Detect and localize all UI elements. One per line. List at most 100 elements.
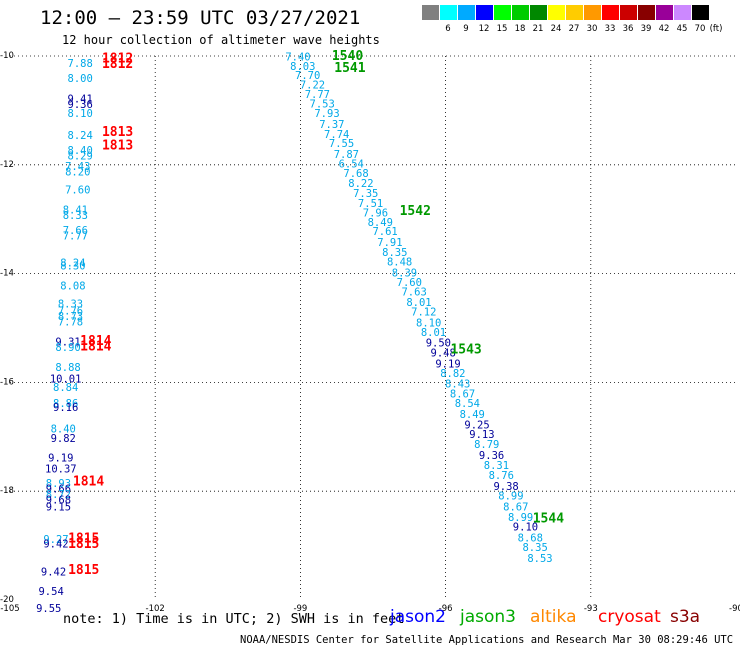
legend-label: 21 <box>532 24 544 34</box>
pass-time-label: 1815 <box>68 537 99 552</box>
chart-subtitle: 12 hour collection of altimeter wave hei… <box>62 33 380 47</box>
wave-height-value: 8.24 <box>60 258 85 270</box>
wave-height-value: 9.15 <box>46 501 71 513</box>
wave-height-value: 8.48 <box>387 257 412 269</box>
pass-time-label: 1812 <box>102 57 133 72</box>
legend-swatch <box>440 5 457 20</box>
wave-height-value: 8.67 <box>450 388 475 400</box>
wave-height-value: 8.49 <box>368 217 393 229</box>
wave-height-value: 8.99 <box>498 491 523 503</box>
wave-height-value: 7.68 <box>343 168 368 180</box>
wave-height-value: 9.19 <box>48 452 73 464</box>
wave-height-value: 8.53 <box>527 553 552 565</box>
wave-height-value: 9.38 <box>493 481 518 493</box>
wave-height-value: 8.10 <box>416 318 441 330</box>
wave-height-value: 8.33 <box>58 299 83 311</box>
wave-height-value: 7.76 <box>58 306 83 318</box>
wave-height-value: 7.43 <box>65 161 90 173</box>
wave-height-value: 8.20 <box>65 166 90 178</box>
y-tick-label: -18 <box>0 486 14 496</box>
pass-time-label: 1814 <box>80 334 111 349</box>
wave-height-value: 7.37 <box>319 119 344 131</box>
pass-time-label: 1542 <box>400 204 431 219</box>
y-tick-label: -20 <box>0 595 14 605</box>
x-tick-label: -93 <box>584 604 598 614</box>
wave-height-value: 8.88 <box>55 362 80 374</box>
wave-height-value: 9.19 <box>435 358 460 370</box>
wave-height-value: 7.60 <box>65 184 90 196</box>
wave-height-value: 9.66 <box>46 483 71 495</box>
wave-height-value: 7.40 <box>285 52 310 64</box>
y-tick-label: -10 <box>0 51 14 61</box>
wave-height-value: 8.29 <box>68 151 93 163</box>
wave-height-value: 8.40 <box>51 424 76 436</box>
wave-height-value: 8.39 <box>392 268 417 280</box>
x-tick-label: -105 <box>0 604 19 614</box>
legend-swatch <box>638 5 655 20</box>
wave-height-value: 8.73 <box>58 311 83 323</box>
wave-height-value: 8.00 <box>68 73 93 85</box>
legend-swatch <box>476 5 493 20</box>
wave-height-value: 8.72 <box>46 489 71 501</box>
wave-height-value: 9.48 <box>431 347 456 359</box>
wave-height-value: 9.42 <box>43 538 68 550</box>
legend-swatch <box>602 5 619 20</box>
wave-height-value: 8.35 <box>522 542 547 554</box>
legend-label: 24 <box>550 24 562 34</box>
wave-height-value: 7.12 <box>411 307 436 319</box>
legend-swatch <box>566 5 583 20</box>
legend-label: 9 <box>463 24 469 34</box>
wave-height-value: 9.13 <box>469 429 494 441</box>
wave-height-value: 7.51 <box>358 198 383 210</box>
legend-swatch <box>530 5 547 20</box>
wave-height-value: 8.43 <box>445 378 470 390</box>
wave-height-value: 8.08 <box>60 281 85 293</box>
wave-height-value: 9.16 <box>53 402 78 414</box>
wave-height-value: 10.01 <box>50 374 82 386</box>
wave-height-value: 8.03 <box>290 61 315 73</box>
pass-time-label: 1544 <box>533 511 564 526</box>
legend-label: 6 <box>445 24 451 34</box>
wave-height-value: 7.96 <box>363 208 388 220</box>
wave-height-value: 8.30 <box>60 260 85 272</box>
wave-height-value: 8.49 <box>460 409 485 421</box>
y-tick-label: -16 <box>0 377 14 387</box>
pass-time-label: 1543 <box>450 343 481 358</box>
wave-height-value: 8.84 <box>53 382 78 394</box>
wave-height-value: 8.22 <box>348 178 373 190</box>
wave-height-value: 9.55 <box>36 603 61 615</box>
pass-time-label: 1813 <box>102 125 133 140</box>
satellite-legend-item: cryosat <box>598 607 661 627</box>
axis-tick-labels: -105 -102 -99 -96 -93 -90 -10 -12 -14 -16 -18 -20 <box>0 51 740 614</box>
color-legend: 6 9 12 15 18 21 24 27 30 33 36 39 42 45 70 (ft) <box>422 5 728 35</box>
legend-label: 45 <box>676 24 688 34</box>
legend-swatch <box>620 5 637 20</box>
wave-height-value: 8.35 <box>382 247 407 259</box>
wave-height-value: 7.87 <box>334 149 359 161</box>
pass-time-label: 1540 <box>332 49 363 64</box>
legend-swatch <box>512 5 529 20</box>
legend-label: 15 <box>496 24 508 34</box>
credit-line: NOAA/NESDIS Center for Satellite Applica… <box>240 634 740 646</box>
wave-height-value: 9.82 <box>51 433 76 445</box>
legend-label: 70 <box>694 24 706 34</box>
x-tick-label: -102 <box>146 604 165 614</box>
legend-swatch <box>458 5 475 20</box>
wave-height-value: 8.33 <box>63 210 88 222</box>
legend-label: 33 <box>604 24 616 34</box>
wave-height-value: 8.31 <box>484 460 509 472</box>
wave-height-value: 7.66 <box>63 225 88 237</box>
satellite-legend-item: s3a <box>670 607 701 627</box>
legend-swatch <box>674 5 691 20</box>
wave-height-value: 7.22 <box>300 79 325 91</box>
grid-lines <box>10 55 736 600</box>
wave-height-values: 7.888.009.419.368.108.248.408.297.438.20… <box>36 52 553 616</box>
legend-swatch <box>494 5 511 20</box>
pass-time-label: 1812 <box>102 52 133 67</box>
pass-time-labels: 1812181218131813181418141814181518151815… <box>68 49 564 578</box>
wave-height-value: 8.90 <box>55 342 80 354</box>
legend-label: 30 <box>586 24 598 34</box>
legend-unit: (ft) <box>709 24 723 34</box>
wave-height-value: 9.27 <box>43 534 68 546</box>
